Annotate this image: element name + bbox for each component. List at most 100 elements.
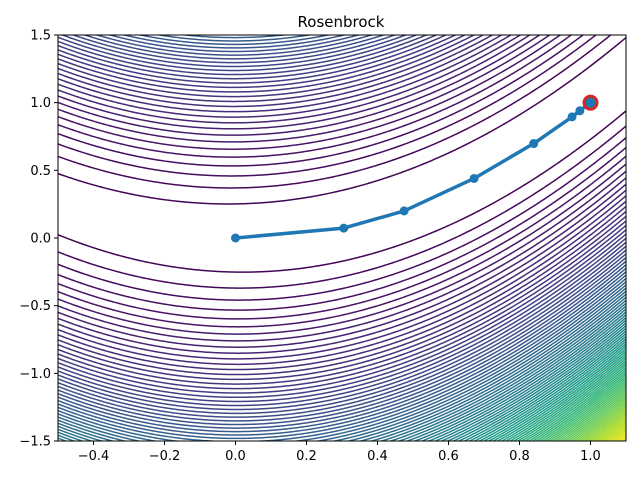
contour-level-31-lower bbox=[58, 277, 626, 441]
contour-level-37-lower bbox=[58, 296, 626, 441]
contour-level-6-upper bbox=[58, 35, 562, 150]
x-tick-label: 1.0 bbox=[580, 449, 601, 464]
path-point bbox=[575, 106, 585, 116]
contour-level-10-lower bbox=[58, 189, 626, 354]
contour-level-59-lower bbox=[504, 355, 626, 441]
path-point bbox=[529, 139, 539, 149]
contour-level-43-lower bbox=[420, 314, 626, 441]
contour-level-2-upper bbox=[58, 35, 612, 189]
contour-level-6-lower bbox=[58, 163, 626, 328]
contour-level-11-lower bbox=[58, 195, 626, 360]
y-tick-label: 0.5 bbox=[30, 164, 51, 179]
contour-level-8-lower bbox=[58, 177, 626, 342]
contour-level-35-lower bbox=[58, 290, 626, 441]
contour-level-58-lower bbox=[500, 352, 626, 441]
contour-level-53-lower bbox=[477, 340, 626, 441]
contour-level-28-upper bbox=[136, 35, 332, 46]
contour-level-30-lower bbox=[58, 274, 626, 440]
contour-level-11-upper bbox=[58, 35, 513, 118]
contour-level-5-lower bbox=[58, 155, 626, 320]
contour-level-28-lower bbox=[58, 267, 626, 433]
contour-level-15-lower bbox=[58, 215, 626, 381]
contour-level-50-lower bbox=[462, 333, 626, 441]
x-tick-label: 0.6 bbox=[438, 449, 459, 464]
contour-level-22-lower bbox=[58, 245, 626, 411]
contour-level-18-upper bbox=[58, 35, 448, 84]
contour-level-42-lower bbox=[58, 311, 626, 441]
contour-level-34-lower bbox=[58, 287, 626, 441]
contour-level-9-upper bbox=[58, 35, 532, 130]
contour-level-51-lower bbox=[467, 335, 626, 441]
x-tick-label: −0.4 bbox=[78, 449, 110, 464]
contour-level-20-lower bbox=[58, 237, 626, 403]
contour-level-14-upper bbox=[58, 35, 485, 103]
contour-level-24-lower bbox=[58, 253, 626, 418]
contour-level-25-lower bbox=[58, 257, 626, 422]
contour-level-32-lower bbox=[58, 281, 626, 441]
contour-level-38-lower bbox=[58, 299, 626, 441]
contour-level-48-lower bbox=[451, 327, 626, 441]
y-tick-label: −0.5 bbox=[19, 299, 51, 314]
path-point bbox=[339, 223, 349, 233]
contour-level-29-lower bbox=[58, 271, 626, 436]
contour-level-14-lower bbox=[58, 210, 626, 376]
path-point bbox=[567, 112, 577, 122]
contour-level-15-upper bbox=[58, 35, 476, 98]
path-point bbox=[469, 173, 479, 183]
contour-level-54-lower bbox=[482, 343, 626, 441]
y-tick-label: −1.5 bbox=[19, 435, 51, 450]
y-tick-label: −1.0 bbox=[19, 367, 51, 382]
contour-level-17-upper bbox=[58, 35, 458, 89]
contour-level-26-upper bbox=[107, 35, 362, 53]
contour-level-13-lower bbox=[58, 205, 626, 371]
contour-level-21-upper bbox=[58, 35, 419, 72]
contour-level-21-lower bbox=[58, 241, 626, 407]
x-axis: −0.4 −0.2 0.0 0.2 0.4 0.6 0.8 1.0 bbox=[78, 441, 601, 464]
contour-level-25-upper bbox=[94, 35, 374, 56]
contour-level-45-lower bbox=[433, 319, 626, 441]
contour-level-4-upper bbox=[58, 35, 585, 167]
contour-level-55-lower bbox=[487, 345, 626, 441]
contour-level-16-lower bbox=[58, 220, 626, 385]
contour-level-41-lower bbox=[58, 308, 626, 441]
contour-level-39-lower bbox=[58, 302, 626, 441]
y-axis: −1.5 −1.0 −0.5 0.0 0.5 1.0 1.5 bbox=[19, 29, 58, 450]
contour-level-63-lower bbox=[520, 364, 626, 441]
contour-level-62-lower bbox=[516, 362, 626, 441]
contour-level-56-lower bbox=[491, 348, 626, 441]
contour-level-64-lower bbox=[524, 367, 626, 441]
contour-level-5-upper bbox=[58, 35, 573, 158]
contour-level-65-lower bbox=[527, 369, 626, 441]
contour-level-49-lower bbox=[457, 330, 626, 441]
contour-level-13-upper bbox=[58, 35, 494, 108]
contour-lines bbox=[58, 35, 626, 441]
contour-level-22-upper bbox=[60, 35, 408, 68]
contour-level-10-upper bbox=[58, 35, 522, 124]
contour-level-23-lower bbox=[58, 249, 626, 415]
contour-level-47-lower bbox=[445, 325, 626, 441]
contour-level-12-upper bbox=[58, 35, 504, 113]
contour-level-57-lower bbox=[496, 350, 626, 441]
y-tick-label: 1.0 bbox=[30, 96, 51, 111]
contour-level-3-lower bbox=[58, 137, 626, 301]
contour-level-8-upper bbox=[58, 35, 541, 136]
y-tick-label: 0.0 bbox=[30, 232, 51, 247]
contour-level-60-lower bbox=[508, 357, 626, 441]
contour-level-1-lower bbox=[58, 110, 626, 273]
contour-level-26-lower bbox=[58, 260, 626, 426]
contour-level-23-upper bbox=[71, 35, 398, 64]
contour-level-19-lower bbox=[58, 233, 626, 399]
contour-level-16-upper bbox=[58, 35, 467, 93]
path-point bbox=[399, 206, 409, 216]
contour-level-7-lower bbox=[58, 170, 626, 335]
contour-level-9-lower bbox=[58, 183, 626, 348]
path-point bbox=[231, 233, 240, 243]
contour-level-18-lower bbox=[58, 229, 626, 394]
contour-level-61-lower bbox=[512, 360, 626, 441]
contour-level-2-lower bbox=[58, 125, 626, 289]
x-tick-label: 0.2 bbox=[296, 449, 317, 464]
x-tick-label: −0.2 bbox=[149, 449, 181, 464]
contour-level-24-upper bbox=[82, 35, 386, 60]
contour-level-27-lower bbox=[58, 264, 626, 429]
